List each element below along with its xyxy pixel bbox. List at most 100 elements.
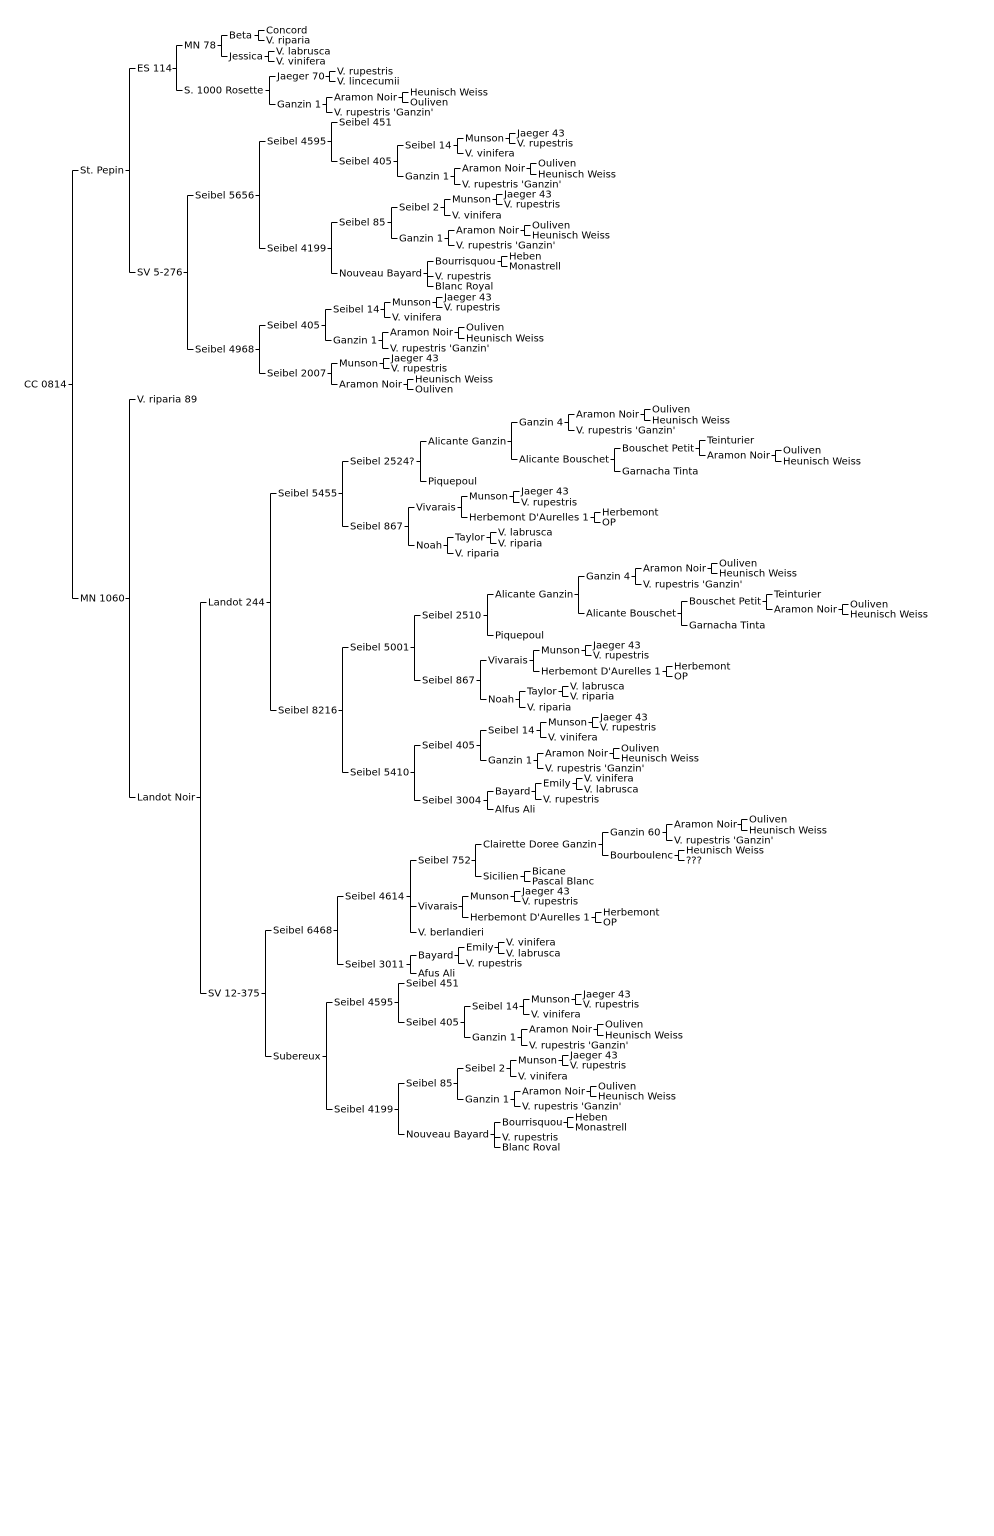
node-v-rupestris: V. rupestris (521, 498, 577, 509)
node-v-labrusca: V. labrusca (276, 47, 330, 58)
node-heunisch-weiss: Heunisch Weiss (532, 231, 610, 242)
node-jaeger-43: Jaeger 43 (521, 887, 570, 898)
node-bayard: Bayard (495, 787, 530, 798)
node-v-rupestris-ganzin: V. rupestris 'Ganzin' (529, 1041, 628, 1052)
node-jaeger-43: Jaeger 43 (390, 354, 439, 365)
node-seibel-4968: Seibel 4968 (195, 345, 254, 356)
node-aramon-noir: Aramon Noir (774, 605, 838, 616)
node-v-rupestris: V. rupestris (522, 897, 578, 908)
node-aramon-noir: Aramon Noir (529, 1025, 593, 1036)
node-v-rupestris-ganzin: V. rupestris 'Ganzin' (545, 764, 644, 775)
node-piquepoul: Piquepoul (428, 477, 477, 488)
node-v-riparia: V. riparia (455, 549, 499, 560)
node-heunisch-weiss: Heunisch Weiss (719, 569, 797, 580)
node-nouveau-bayard: Nouveau Bayard (406, 1130, 489, 1141)
node-jaeger-70: Jaeger 70 (276, 72, 325, 83)
node-v-vinifera: V. vinifera (452, 211, 502, 222)
node-alfus-ali: Alfus Ali (495, 805, 535, 816)
node-seibel-4614: Seibel 4614 (345, 892, 404, 903)
node-alicante-ganzin: Alicante Ganzin (495, 590, 573, 601)
node-bouschet-petit: Bouschet Petit (689, 597, 761, 608)
node-op: OP (602, 518, 616, 529)
node-aramon-noir: Aramon Noir (545, 749, 609, 760)
node-aramon-noir: Aramon Noir (339, 380, 403, 391)
node-v-vinifera: V. vinifera (548, 733, 598, 744)
node-v-riparia: V. riparia (498, 539, 542, 550)
node-mn-1060: MN 1060 (80, 594, 125, 605)
node-seibel-405: Seibel 405 (422, 741, 475, 752)
node-v-vinifera: V. vinifera (518, 1072, 568, 1083)
node-v-rupestris: V. rupestris (504, 200, 560, 211)
node-seibel-8216: Seibel 8216 (278, 706, 337, 717)
node-munson: Munson (548, 718, 587, 729)
node-v-rupestris: V. rupestris (391, 364, 447, 375)
node-seibel-2510: Seibel 2510 (422, 611, 481, 622)
node-jaeger-43: Jaeger 43 (582, 990, 631, 1001)
node-v-rupestris: V. rupestris (502, 1133, 558, 1144)
node-v-labrusca: V. labrusca (506, 949, 560, 960)
node-v-vinifera: V. vinifera (465, 149, 515, 160)
node-v-vinifera: V. vinifera (392, 313, 442, 324)
node-ouliven: Ouliven (605, 1020, 643, 1031)
node-v-rupestris: V. rupestris (593, 651, 649, 662)
node-monastrell: Monastrell (575, 1123, 627, 1134)
node-seibel-14: Seibel 14 (405, 141, 451, 152)
node-seibel-3004: Seibel 3004 (422, 796, 481, 807)
node-seibel-6468: Seibel 6468 (273, 926, 332, 937)
node-v-rupestris-ganzin: V. rupestris 'Ganzin' (674, 836, 773, 847)
node-heunisch-weiss: Heunisch Weiss (850, 610, 928, 621)
node-seibel-405: Seibel 405 (339, 157, 392, 168)
node-herbemont: Herbemont (674, 662, 730, 673)
node-munson: Munson (452, 195, 491, 206)
node-ouliven: Ouliven (410, 98, 448, 109)
node-seibel-867: Seibel 867 (422, 676, 475, 687)
node-es-114: ES 114 (137, 64, 172, 75)
node-alicante-bouschet: Alicante Bouschet (519, 455, 609, 466)
node-v-rupestris-ganzin: V. rupestris 'Ganzin' (334, 108, 433, 119)
node-: ??? (686, 856, 702, 867)
node-st-pepin: St. Pepin (80, 166, 124, 177)
node-heunisch-weiss: Heunisch Weiss (686, 846, 764, 857)
node-munson: Munson (470, 892, 509, 903)
node-v-vinifera: V. vinifera (584, 774, 634, 785)
node-heben: Heben (509, 252, 542, 263)
node-heunisch-weiss: Heunisch Weiss (598, 1092, 676, 1103)
node-ouliven: Ouliven (850, 600, 888, 611)
node-ouliven: Ouliven (466, 323, 504, 334)
node-munson: Munson (469, 492, 508, 503)
node-v-rupestris: V. rupestris (543, 795, 599, 806)
node-v-riparia: V. riparia (570, 692, 614, 703)
node-taylor: Taylor (526, 687, 557, 698)
node-op: OP (603, 918, 617, 929)
node-v-rupestris: V. rupestris (337, 67, 393, 78)
node-ganzin-1: Ganzin 1 (333, 336, 377, 347)
node-v-rupestris-ganzin: V. rupestris 'Ganzin' (643, 580, 742, 591)
node-ganzin-1: Ganzin 1 (399, 234, 443, 245)
node-v-rupestris: V. rupestris (570, 1061, 626, 1072)
node-piquepoul: Piquepoul (495, 631, 544, 642)
node-seibel-5656: Seibel 5656 (195, 191, 254, 202)
node-clairette-doree-ganzin: Clairette Doree Ganzin (483, 840, 597, 851)
node-heunisch-weiss: Heunisch Weiss (749, 826, 827, 837)
node-munson: Munson (531, 995, 570, 1006)
node-ganzin-4: Ganzin 4 (586, 572, 630, 583)
node-v-vinifera: V. vinifera (276, 57, 326, 68)
node-jaeger-43: Jaeger 43 (503, 190, 552, 201)
node-heunisch-weiss: Heunisch Weiss (410, 88, 488, 99)
node-pascal-blanc: Pascal Blanc (532, 877, 594, 888)
node-ganzin-4: Ganzin 4 (519, 418, 563, 429)
node-alicante-bouschet: Alicante Bouschet (586, 609, 676, 620)
node-munson: Munson (392, 298, 431, 309)
node-ouliven: Ouliven (532, 221, 570, 232)
node-v-rupestris: V. rupestris (583, 1000, 639, 1011)
node-blanc-roval: Blanc Roval (502, 1143, 560, 1154)
node-sv-12-375: SV 12-375 (208, 989, 260, 1000)
node-ouliven: Ouliven (749, 815, 787, 826)
node-ganzin-1: Ganzin 1 (465, 1095, 509, 1106)
node-heunisch-weiss: Heunisch Weiss (415, 375, 493, 386)
node-aramon-noir: Aramon Noir (576, 410, 640, 421)
node-jaeger-43: Jaeger 43 (599, 713, 648, 724)
node-seibel-3011: Seibel 3011 (345, 960, 404, 971)
node-blanc-royal: Blanc Royal (435, 282, 493, 293)
